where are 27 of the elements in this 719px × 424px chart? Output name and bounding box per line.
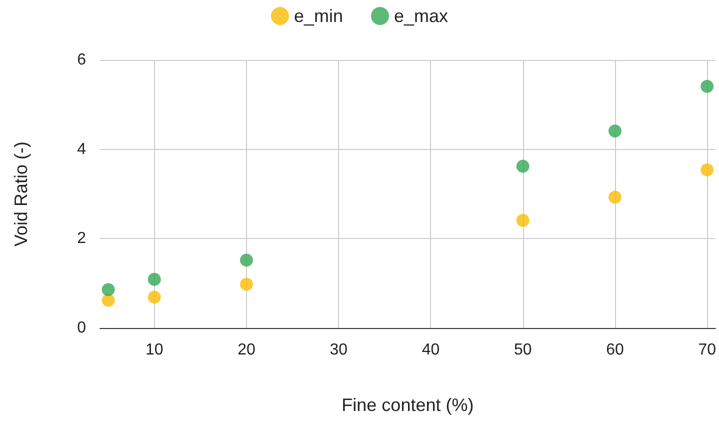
y-tick-label: 2 [77,230,86,248]
x-tick-label: 20 [238,342,256,358]
point [700,163,714,176]
point [516,160,530,173]
point [240,278,253,291]
point [608,124,622,138]
x-tick-label: 50 [514,342,532,358]
point [240,254,253,267]
y-tick-label: 6 [77,52,86,68]
point [148,272,161,286]
legend-label: e_max [394,6,448,26]
x-tick-label: 30 [330,342,348,358]
y-axis-title: Void Ratio (-) [11,141,31,247]
point [102,294,115,307]
x-tick-label: 40 [422,342,440,358]
x-axis-title: Fine content (%) [342,395,474,415]
point [608,190,622,204]
x-tick-label: 70 [698,342,716,358]
x-tick-label: 60 [606,342,624,358]
point [516,214,530,227]
legend-label: e_min [294,6,344,26]
point [102,283,115,296]
point [148,290,161,304]
x-tick-label: 10 [145,342,164,358]
y-tick-label: 0 [77,320,86,336]
y-tick-label: 4 [77,140,86,158]
point [700,80,714,93]
